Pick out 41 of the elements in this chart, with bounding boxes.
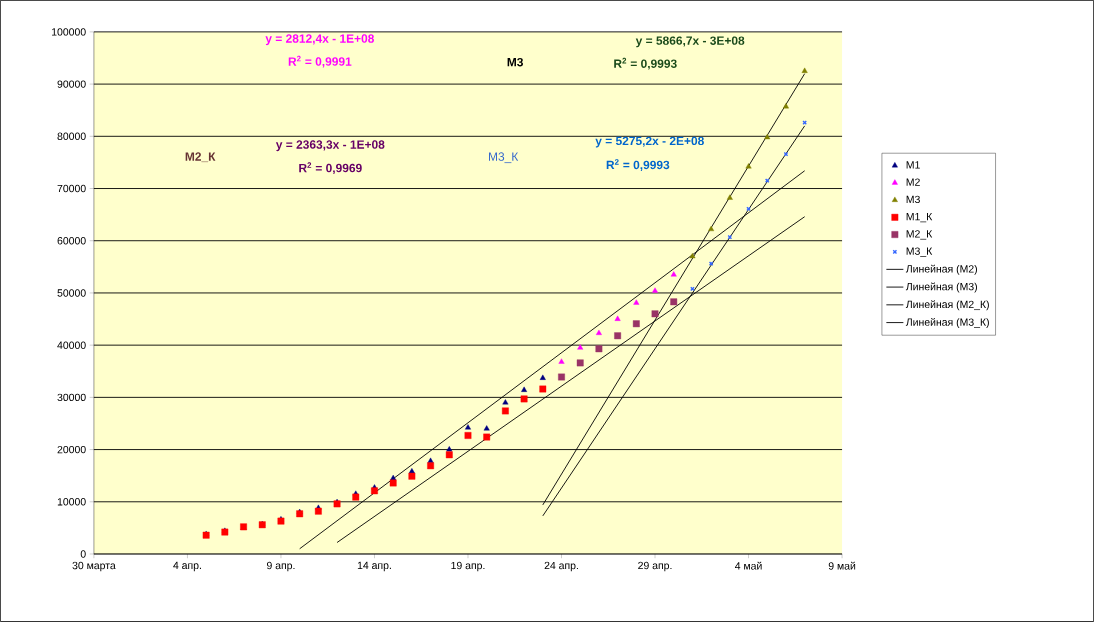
x-tick-label: 4 апр.	[173, 561, 201, 572]
legend-label: Линейная (M3)	[905, 282, 977, 293]
legend-label: M2	[906, 178, 920, 186]
annotation: M3	[507, 57, 523, 67]
y-tick-label: 50000	[57, 289, 86, 297]
x-tick-label: 19 апр.	[451, 561, 485, 572]
y-tick-label: 20000	[57, 445, 86, 454]
x-tick-label: 9 май	[828, 561, 856, 570]
legend-label: Линейная (M3_К)	[905, 318, 989, 328]
y-tick-label: 10000	[57, 498, 86, 506]
legend-label: Линейная (M2)	[905, 264, 977, 275]
legend-label: M1_К	[906, 213, 933, 223]
annotation: M2_К	[185, 152, 216, 163]
annotation: R$^{2}$ = 0,9969	[299, 162, 362, 175]
x-tick-label: 14 апр.	[357, 561, 391, 572]
legend-label: M3_К	[906, 247, 933, 257]
y-tick-label: 70000	[57, 184, 86, 193]
y-tick-label: 60000	[57, 237, 86, 245]
annotation: y = 5866,7x - 3E+08	[635, 36, 745, 48]
x-tick-label: 4 май	[734, 561, 762, 570]
x-tick-label: 29 апр.	[638, 561, 672, 572]
annotation: R$^{2}$ = 0,9991	[288, 55, 352, 68]
annotation: M3_К	[489, 152, 519, 164]
annotation: R$^{2}$ = 0,9993	[606, 159, 670, 171]
x-tick-label: 9 апр.	[266, 561, 295, 572]
legend-label: M3	[906, 195, 920, 204]
x-tick-label: 30 марта	[72, 561, 116, 572]
y-tick-label: 80000	[57, 132, 86, 141]
y-tick-label: 30000	[57, 393, 86, 402]
legend-label: M2_К	[906, 230, 933, 240]
annotation: R$^{2}$ = 0,9993	[614, 57, 677, 70]
legend-label: Линейная (M2_К)	[905, 300, 989, 311]
annotation: y = 2812,4x - 1E+08	[265, 34, 374, 46]
legend-label: M1	[906, 161, 920, 169]
annotation: y = 5275,2x - 2E+08	[595, 136, 704, 148]
x-tick-label: 24 апр.	[544, 561, 578, 572]
y-tick-label: 90000	[57, 80, 86, 88]
y-tick-label: 100000	[52, 28, 86, 36]
y-tick-label: 40000	[57, 341, 86, 349]
y-tick-label: 0	[80, 550, 86, 558]
annotation: y = 2363,3x - 1E+08	[275, 140, 385, 152]
